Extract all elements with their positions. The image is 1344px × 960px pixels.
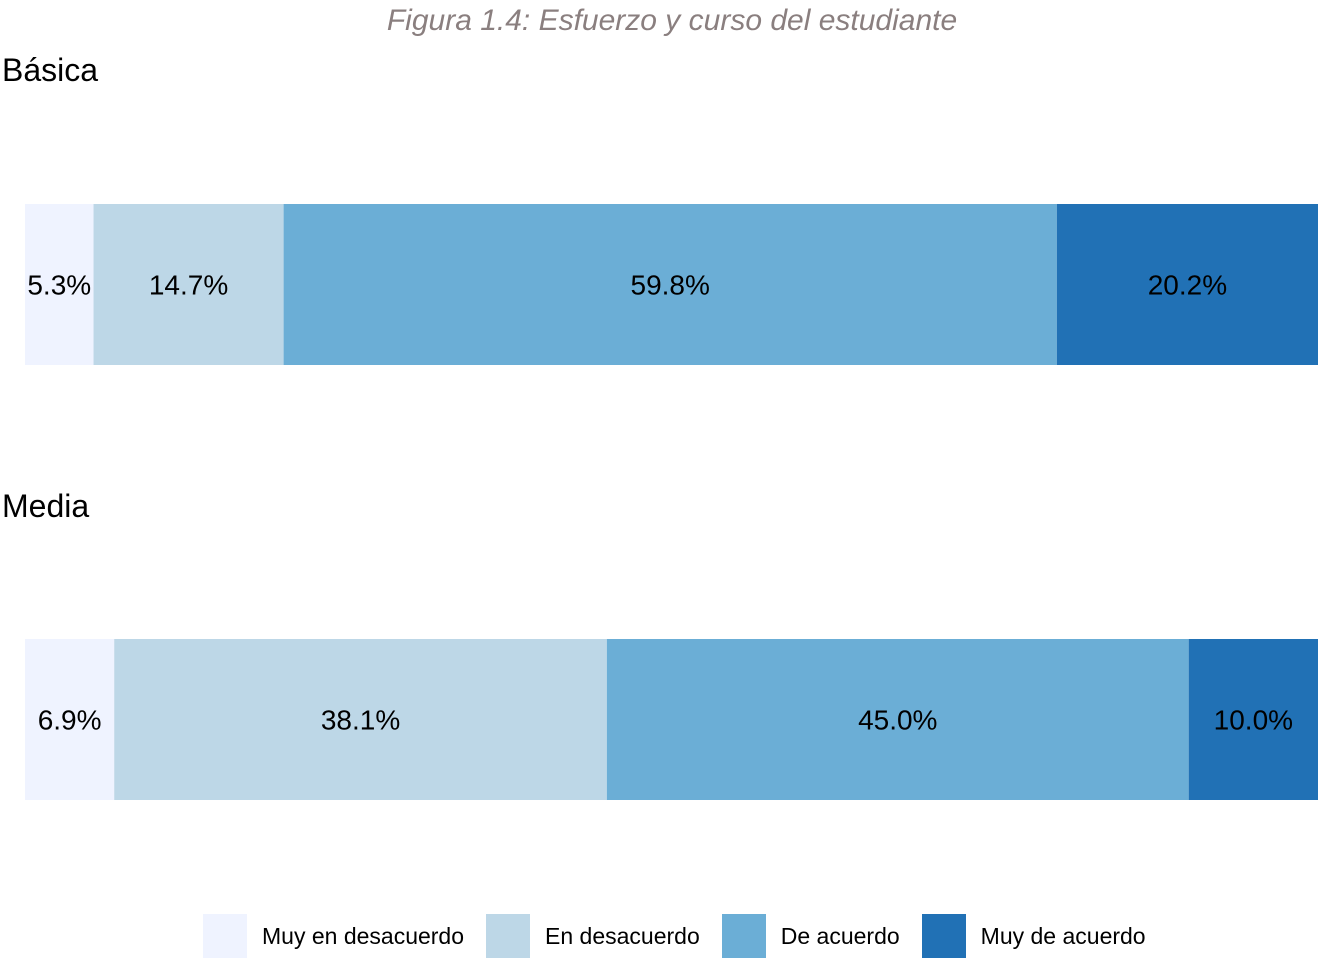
legend-swatch-en-desacuerdo bbox=[486, 914, 531, 958]
data-label-basica-de-acuerdo: 59.8% bbox=[631, 270, 710, 301]
legend-label-muy-de-acuerdo: Muy de acuerdo bbox=[980, 922, 1146, 949]
chart-title: Figura 1.4: Esfuerzo y curso del estudia… bbox=[386, 4, 958, 37]
bar-media-muy-en-desacuerdo bbox=[25, 639, 115, 800]
bar-basica-en-desacuerdo bbox=[93, 204, 284, 365]
panel-title-media: Media bbox=[2, 488, 90, 524]
bar-basica-muy-en-desacuerdo bbox=[25, 204, 94, 365]
legend-swatch-muy-en-desacuerdo bbox=[203, 914, 247, 958]
data-label-media-de-acuerdo: 45.0% bbox=[858, 705, 937, 736]
bar-media-de-acuerdo bbox=[606, 639, 1189, 800]
data-label-basica-muy-en-desacuerdo: 5.3% bbox=[27, 270, 91, 301]
bar-media-en-desacuerdo bbox=[114, 639, 607, 800]
legend-item-muy-en-desacuerdo: Muy en desacuerdo bbox=[203, 914, 464, 958]
legend-label-en-desacuerdo: En desacuerdo bbox=[545, 922, 700, 949]
stacked-bar-plot: 5.3% 14.7% 59.8% 20.2% 6.9% 38.1% 45.0% 10.0% bbox=[25, 204, 1318, 800]
legend-label-de-acuerdo: De acuerdo bbox=[780, 922, 900, 949]
data-label-media-muy-en-desacuerdo: 6.9% bbox=[38, 705, 102, 736]
legend-label-muy-en-desacuerdo: Muy en desacuerdo bbox=[262, 922, 465, 949]
legend-item-muy-de-acuerdo: Muy de acuerdo bbox=[921, 914, 1146, 958]
data-label-basica-en-desacuerdo: 14.7% bbox=[149, 270, 228, 301]
data-label-media-en-desacuerdo: 38.1% bbox=[321, 705, 400, 736]
bar-basica-muy-de-acuerdo bbox=[1056, 204, 1318, 365]
legend-item-en-desacuerdo: En desacuerdo bbox=[486, 914, 700, 958]
data-label-media-muy-de-acuerdo: 10.0% bbox=[1214, 705, 1293, 736]
bar-media-muy-de-acuerdo bbox=[1188, 639, 1318, 800]
legend-swatch-de-acuerdo bbox=[721, 914, 766, 958]
bar-basica-de-acuerdo bbox=[283, 204, 1057, 365]
legend-swatch-muy-de-acuerdo bbox=[921, 914, 966, 958]
legend-item-de-acuerdo: De acuerdo bbox=[721, 914, 900, 958]
panel-title-basica: Básica bbox=[2, 52, 99, 88]
legend: Muy en desacuerdo En desacuerdo De acuer… bbox=[203, 914, 1168, 958]
data-label-basica-muy-de-acuerdo: 20.2% bbox=[1148, 270, 1227, 301]
